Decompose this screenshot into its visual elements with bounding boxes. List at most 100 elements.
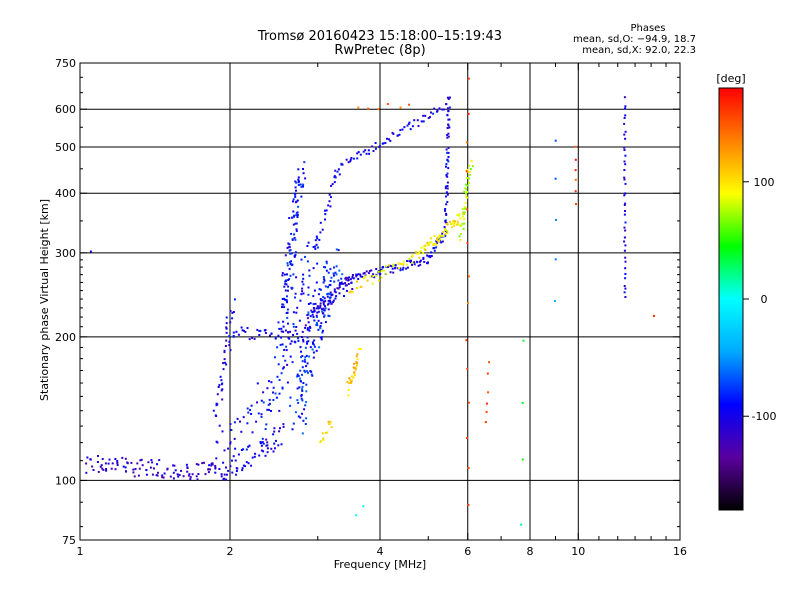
data-point	[374, 142, 377, 144]
data-point	[362, 150, 365, 153]
data-point	[465, 188, 468, 191]
data-point	[450, 226, 453, 229]
data-point	[322, 276, 325, 278]
data-point	[574, 145, 577, 148]
data-point	[335, 295, 338, 298]
data-point	[311, 341, 314, 344]
data-point	[265, 423, 268, 426]
data-point	[282, 330, 285, 333]
data-point	[320, 308, 323, 311]
data-point	[413, 119, 416, 122]
data-point	[394, 264, 397, 267]
data-point	[424, 248, 427, 251]
data-point	[433, 243, 436, 246]
data-point	[351, 378, 353, 381]
data-point	[332, 301, 335, 304]
data-point	[306, 327, 309, 330]
data-point	[279, 427, 281, 430]
data-point	[334, 297, 337, 300]
data-point	[336, 170, 339, 173]
data-point	[349, 278, 352, 281]
data-point	[282, 423, 285, 426]
data-point	[284, 289, 287, 292]
data-point	[413, 261, 416, 264]
data-point	[317, 310, 320, 313]
data-point	[438, 234, 441, 237]
data-point	[445, 148, 448, 151]
data-point	[225, 322, 228, 325]
data-point	[446, 185, 449, 187]
data-point	[284, 280, 287, 283]
data-point	[166, 468, 169, 471]
data-point	[401, 263, 404, 266]
data-point	[319, 440, 322, 443]
data-point	[327, 308, 330, 311]
data-point	[345, 276, 348, 279]
data-point	[399, 267, 402, 270]
data-point	[432, 112, 435, 115]
data-point	[352, 277, 355, 280]
data-point	[330, 294, 333, 297]
data-point	[274, 392, 277, 395]
colorbar-ticks: 100 0 -100	[743, 176, 776, 423]
y-tick-label: 400	[55, 187, 76, 200]
data-point	[624, 267, 627, 270]
x-tick-label: 2	[227, 545, 234, 558]
y-tick-label: 600	[55, 103, 76, 116]
data-point	[356, 273, 358, 276]
data-point	[272, 450, 275, 453]
data-point	[328, 315, 331, 318]
data-point	[380, 269, 383, 272]
data-point	[417, 264, 420, 267]
data-point	[424, 114, 427, 117]
data-point	[245, 461, 248, 464]
data-point	[332, 272, 335, 275]
data-point	[253, 455, 256, 458]
data-point	[399, 262, 402, 265]
data-point	[247, 462, 250, 465]
data-point	[272, 386, 275, 389]
data-point	[471, 165, 474, 168]
data-point	[307, 241, 310, 244]
data-point	[101, 467, 104, 470]
data-point	[309, 315, 312, 318]
data-point	[624, 154, 627, 157]
data-point	[445, 195, 447, 198]
data-point	[329, 299, 331, 302]
data-point	[297, 184, 300, 186]
data-point	[463, 212, 466, 215]
data-point	[305, 390, 308, 393]
data-point	[327, 314, 330, 317]
data-point	[467, 77, 470, 80]
data-point	[446, 113, 449, 116]
data-point	[296, 199, 299, 202]
data-point	[215, 402, 218, 405]
data-point	[377, 270, 380, 273]
data-point	[324, 300, 327, 303]
data-point	[445, 174, 448, 177]
data-point	[275, 439, 277, 442]
data-point	[195, 475, 198, 478]
data-point	[267, 403, 270, 406]
data-point	[260, 444, 263, 447]
data-point	[225, 466, 227, 469]
data-point	[422, 252, 425, 255]
data-point	[324, 209, 326, 212]
data-point	[337, 249, 340, 252]
data-point	[359, 348, 362, 350]
data-point	[399, 269, 402, 272]
data-point	[463, 190, 466, 193]
data-point	[292, 223, 295, 226]
data-point	[463, 222, 466, 225]
data-point	[289, 330, 292, 333]
data-point	[201, 462, 204, 465]
data-point	[401, 268, 404, 271]
data-point	[303, 369, 306, 372]
data-point	[485, 402, 488, 405]
data-point	[445, 103, 448, 106]
data-point	[207, 471, 210, 474]
data-point	[296, 214, 299, 216]
data-point	[444, 185, 447, 188]
data-point	[294, 186, 297, 189]
data-point	[446, 181, 449, 184]
